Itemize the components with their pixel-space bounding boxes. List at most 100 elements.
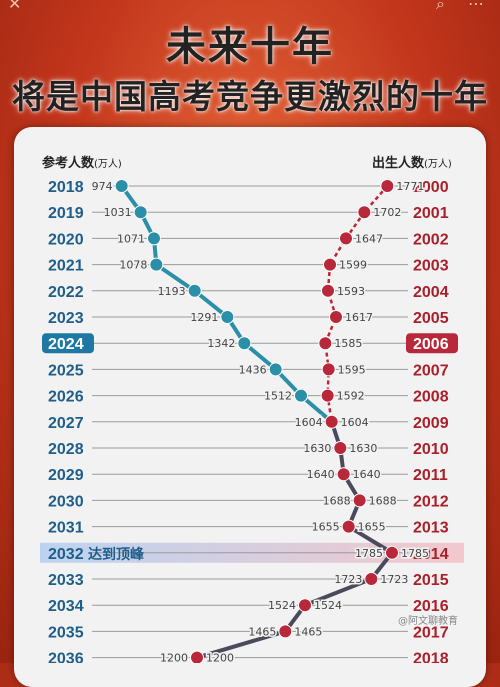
birth-series-line (324, 185, 389, 422)
birth-value-label: 1200 (206, 652, 234, 663)
birth-year-label: 2014 (413, 546, 449, 563)
birth-year-label: 2009 (413, 415, 449, 432)
exam-year-label: 2025 (48, 362, 84, 379)
converged-point (190, 650, 204, 663)
exam-value-label: 1688 (323, 494, 351, 507)
exam-value-label: 1524 (268, 599, 296, 612)
exam-point (268, 362, 283, 377)
search-icon[interactable]: ⌕ (436, 0, 445, 13)
exam-year-label: 2018 (48, 179, 84, 196)
birth-value-label: 1604 (341, 416, 369, 429)
converged-point (336, 467, 351, 482)
birth-value-label: 1592 (337, 390, 365, 403)
birth-point (357, 205, 372, 220)
exam-value-label: 1655 (312, 521, 340, 534)
exam-year-label: 2022 (48, 284, 84, 301)
exam-point (147, 231, 161, 246)
exam-value-label: 1436 (239, 363, 267, 376)
right-axis-title: 出生人数(万人) (372, 156, 452, 171)
highlight-year-box (406, 333, 458, 354)
birth-year-label: 2017 (413, 624, 449, 641)
birth-year-label: 2011 (413, 467, 448, 484)
watermark: @阿文聊教育 (398, 616, 458, 627)
close-icon[interactable]: ✕ (8, 0, 22, 13)
birth-point (320, 388, 335, 403)
converged-point (385, 545, 399, 560)
birth-point (323, 257, 337, 272)
exam-value-label: 1078 (119, 259, 147, 272)
exam-year-label: 2026 (48, 389, 84, 406)
birth-point (321, 362, 336, 377)
exam-point (294, 388, 308, 403)
exam-value-label: 1465 (248, 625, 276, 638)
exam-year-label: 2035 (48, 624, 84, 641)
exam-point (149, 257, 164, 272)
exam-value-label: 1200 (160, 652, 188, 663)
birth-year-label: 2013 (413, 520, 449, 537)
exam-year-label: 2029 (48, 467, 84, 484)
birth-value-label: 1465 (294, 625, 322, 638)
converged-point (364, 572, 379, 586)
birth-point (318, 336, 333, 351)
exam-year-label: 2033 (48, 572, 84, 589)
exam-value-label: 1071 (117, 232, 145, 245)
line-chart: 2018 2000 2019 2001 2020 2002 2021 2003 2022 2004… (40, 179, 464, 663)
exam-year-label: 2019 (48, 205, 84, 222)
exam-point (220, 310, 235, 324)
exam-year-label: 2032 (48, 546, 84, 563)
exam-value-label: 1031 (104, 206, 132, 219)
birth-value-label: 1723 (380, 573, 408, 586)
exam-value-label: 1342 (207, 337, 235, 350)
birth-year-label: 2003 (413, 258, 449, 275)
more-icon[interactable]: ⋯ (468, 0, 484, 13)
page-title: 未来十年 (166, 24, 334, 70)
birth-year-label: 2001 (413, 205, 449, 222)
birth-value-label: 1688 (369, 494, 397, 507)
exam-value-label: 1630 (303, 442, 331, 455)
birth-year-label: 2012 (413, 493, 449, 510)
exam-value-label: 974 (92, 180, 113, 193)
birth-year-label: 2007 (413, 362, 449, 379)
highlight-year-box (42, 333, 94, 354)
birth-year-label: 2006 (413, 336, 449, 353)
converged-point (333, 441, 348, 455)
exam-year-label: 2030 (48, 493, 84, 510)
birth-point (329, 310, 343, 324)
exam-year-label: 2024 (48, 336, 84, 353)
exam-value-label: 1604 (295, 416, 323, 429)
birth-value-label: 1524 (314, 599, 342, 612)
chart-card (14, 127, 486, 687)
birth-year-label: 2010 (413, 441, 449, 458)
converged-point (278, 624, 293, 639)
peak-label: 达到顶峰 (88, 546, 145, 563)
birth-value-label: 1640 (353, 468, 381, 481)
exam-year-label: 2028 (48, 441, 84, 458)
birth-value-label: 1617 (345, 311, 373, 324)
birth-value-label: 1585 (334, 337, 362, 350)
exam-year-label: 2036 (48, 651, 84, 663)
birth-year-label: 2008 (413, 389, 449, 406)
birth-value-label: 1702 (373, 206, 401, 219)
exam-year-label: 2023 (48, 310, 84, 327)
birth-value-label: 1771 (396, 180, 424, 193)
exam-point (133, 205, 148, 220)
exam-year-label: 2034 (48, 598, 84, 615)
left-axis-title: 参考人数(万人) (42, 156, 122, 171)
birth-year-label: 2004 (413, 284, 449, 301)
converged-point (341, 519, 356, 534)
exam-value-label: 1512 (264, 390, 292, 403)
birth-value-label: 1647 (355, 232, 383, 245)
exam-value-label: 1723 (334, 573, 362, 586)
converged-point (352, 493, 367, 508)
birth-value-label: 1630 (349, 442, 377, 455)
birth-year-label: 2002 (413, 231, 449, 248)
exam-series-line (120, 184, 333, 424)
exam-value-label: 1640 (307, 468, 335, 481)
birth-point (380, 179, 395, 193)
converged-series-line (196, 421, 395, 660)
birth-point (339, 231, 353, 246)
birth-year-label: 2018 (413, 651, 449, 663)
birth-value-label: 1593 (337, 285, 365, 298)
birth-value-label: 1595 (338, 363, 366, 376)
birth-value-label: 1599 (339, 259, 367, 272)
